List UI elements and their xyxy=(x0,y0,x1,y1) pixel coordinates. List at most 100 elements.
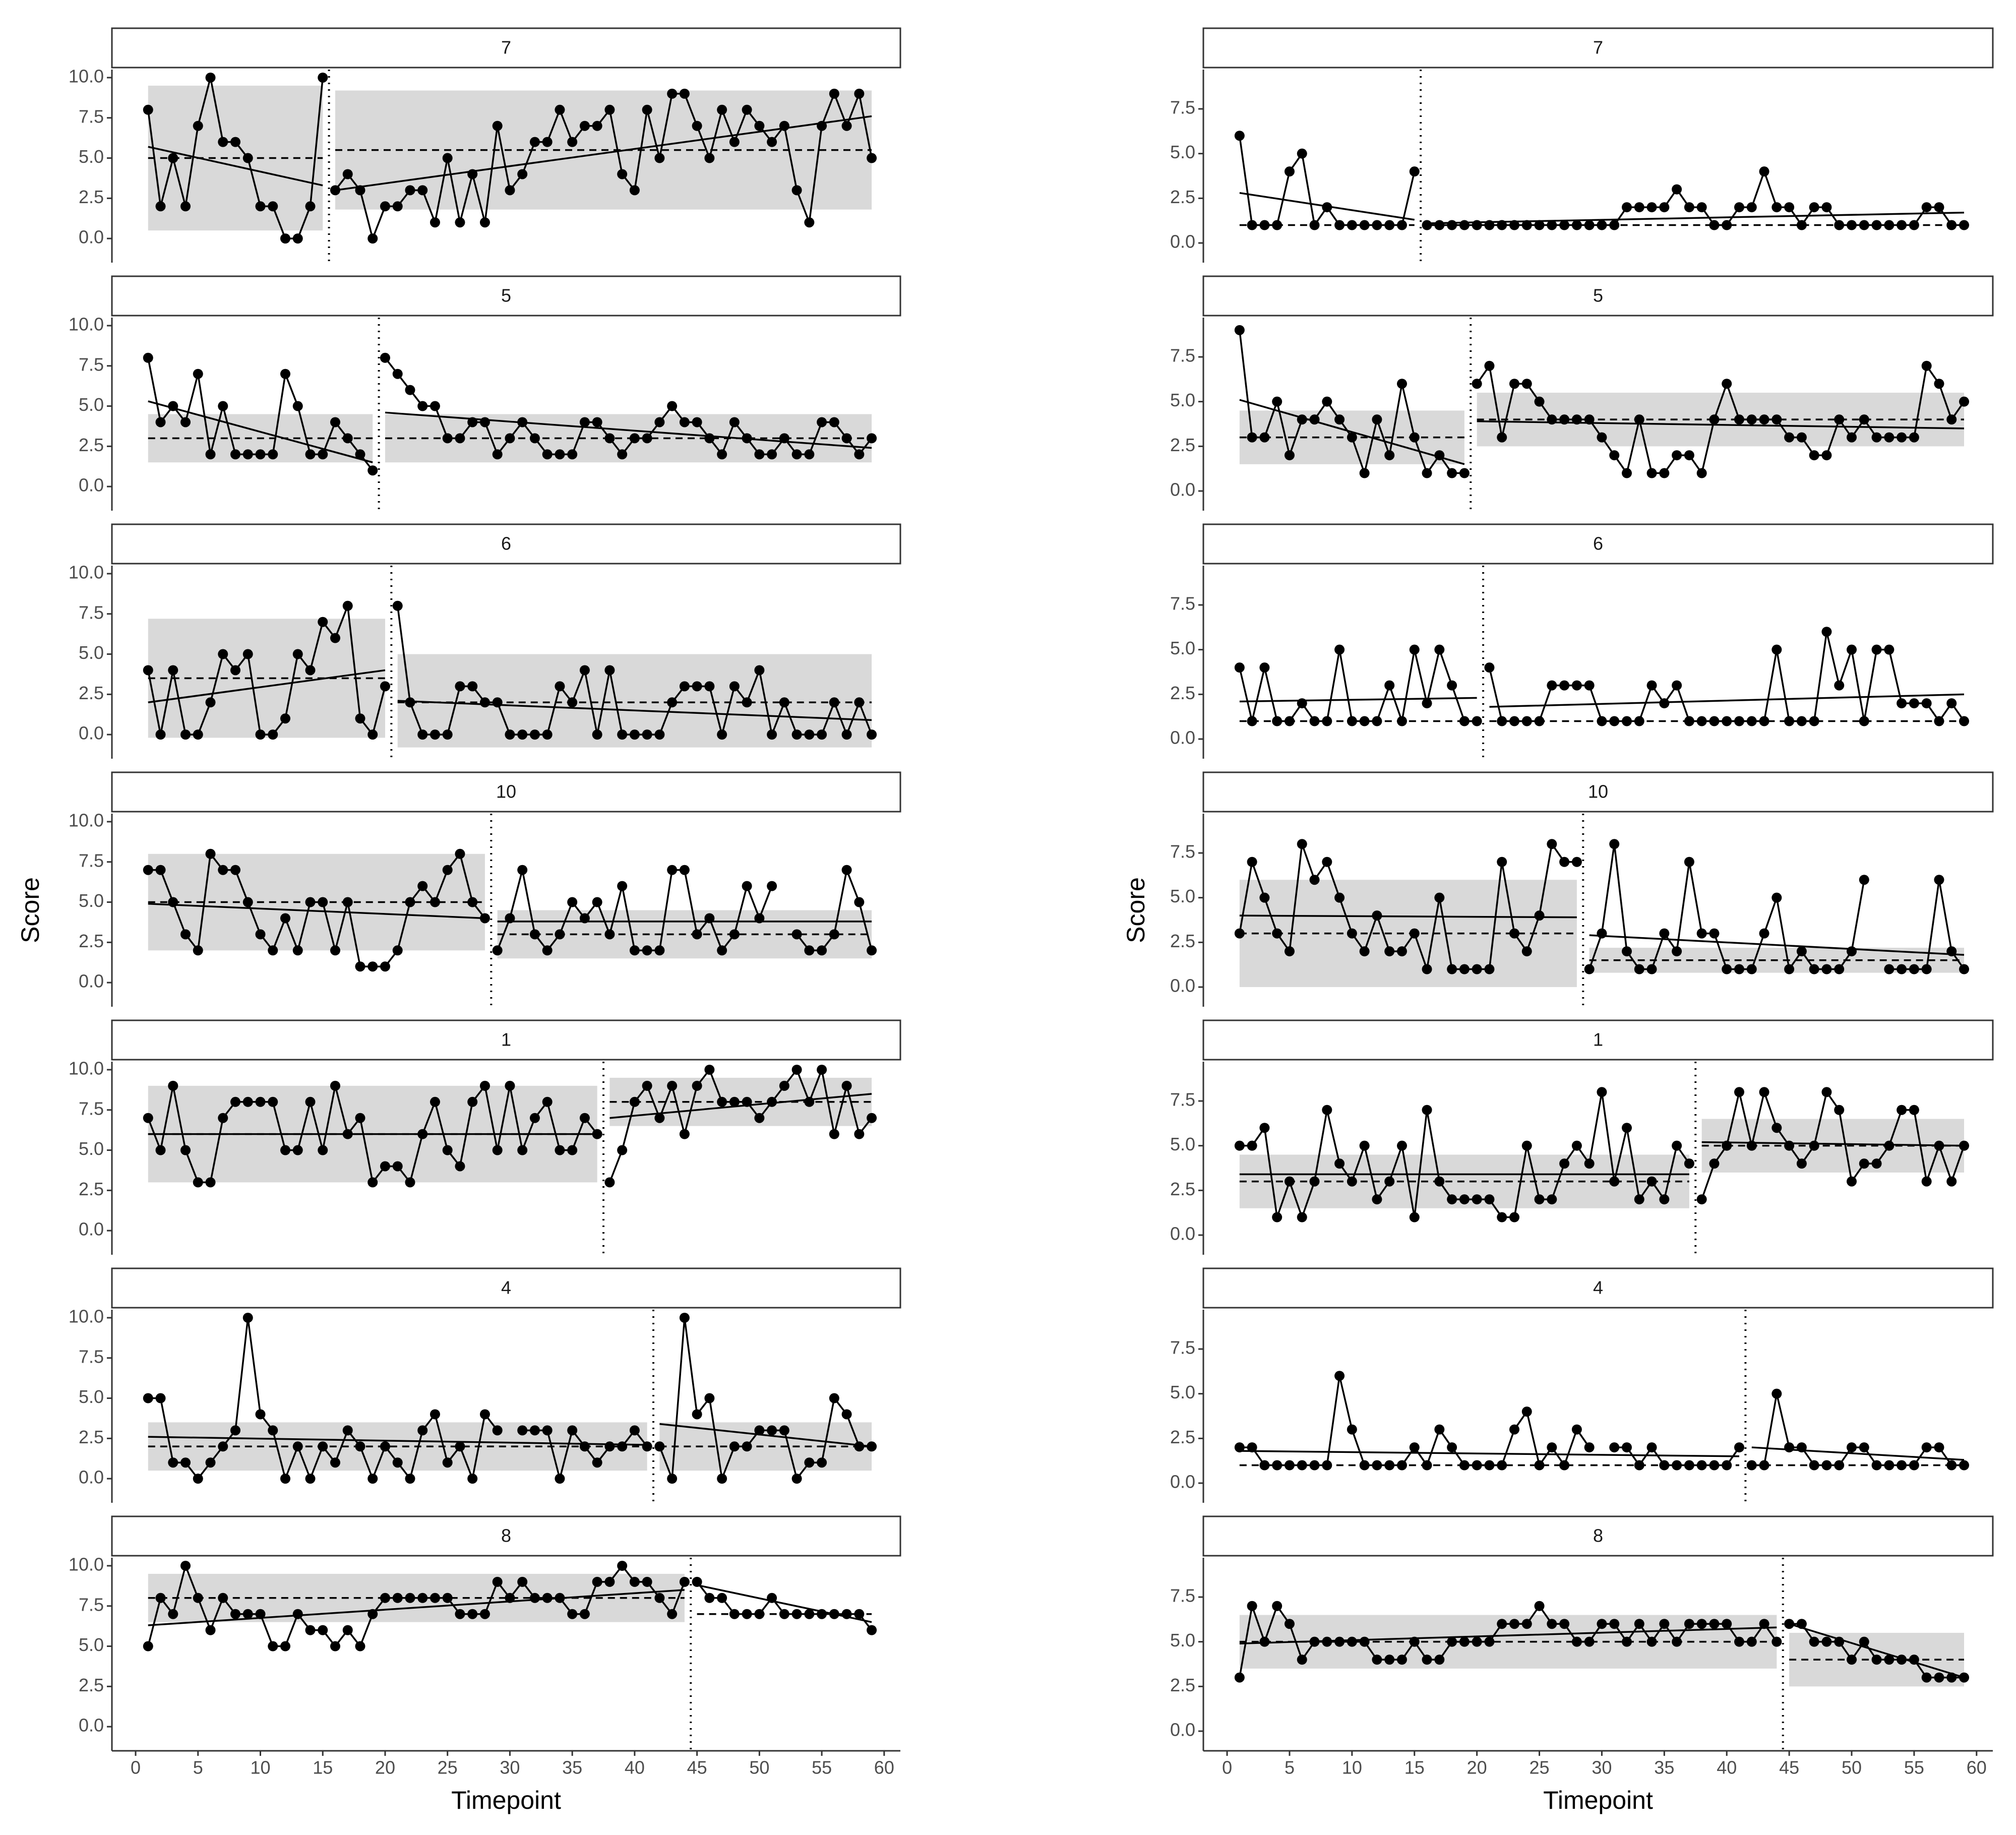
y-tick-label: 5.0 xyxy=(1170,1630,1195,1650)
data-point xyxy=(1821,964,1832,974)
data-point xyxy=(667,697,678,708)
data-point xyxy=(1259,892,1270,903)
data-point xyxy=(492,1145,503,1155)
data-point xyxy=(180,929,191,940)
data-point xyxy=(517,1145,528,1155)
data-point xyxy=(1322,1460,1332,1471)
data-point xyxy=(255,929,266,940)
data-point xyxy=(604,1177,615,1188)
data-point xyxy=(305,897,316,907)
x-tick-label: 60 xyxy=(1967,1757,1987,1778)
data-point xyxy=(1959,220,1970,230)
data-point xyxy=(1609,1442,1620,1453)
data-point xyxy=(1734,1636,1744,1647)
data-point xyxy=(392,369,403,379)
data-point xyxy=(1484,220,1495,230)
data-point xyxy=(717,449,727,460)
data-point xyxy=(1734,414,1744,425)
data-point xyxy=(1396,220,1407,230)
data-point xyxy=(867,1625,877,1635)
data-point xyxy=(1322,716,1332,726)
data-point xyxy=(791,729,802,740)
y-tick-label: 0.0 xyxy=(79,227,104,248)
data-point xyxy=(1584,414,1595,425)
data-point xyxy=(205,697,216,708)
data-point xyxy=(555,1145,565,1155)
data-point xyxy=(193,120,203,131)
data-point xyxy=(1597,220,1607,230)
data-point xyxy=(1559,680,1570,691)
data-line xyxy=(1476,363,1965,475)
data-point xyxy=(1396,1140,1407,1151)
data-point xyxy=(479,913,490,924)
data-point xyxy=(1521,1619,1532,1629)
data-point xyxy=(143,865,153,875)
trend-line xyxy=(1477,420,1965,430)
data-point xyxy=(368,1177,378,1188)
strip xyxy=(1202,275,1994,317)
data-point xyxy=(292,945,303,956)
x-tick-label: 35 xyxy=(562,1757,582,1778)
y-tick-label: 5.0 xyxy=(79,890,104,911)
data-point xyxy=(642,1080,652,1091)
data-point xyxy=(529,1113,540,1123)
data-point xyxy=(242,897,253,907)
data-point xyxy=(355,961,365,972)
data-point xyxy=(218,1113,228,1123)
data-point xyxy=(455,681,465,692)
data-point xyxy=(1621,946,1632,957)
data-point xyxy=(467,1609,478,1619)
data-point xyxy=(579,1609,590,1619)
data-point xyxy=(642,945,652,956)
data-point xyxy=(1909,1655,1919,1665)
data-point xyxy=(1672,1636,1682,1647)
data-point xyxy=(1634,414,1644,425)
data-point xyxy=(617,1560,628,1571)
data-point xyxy=(1784,1442,1795,1453)
data-point xyxy=(1347,432,1357,443)
data-point xyxy=(168,897,178,907)
data-point xyxy=(1459,1194,1470,1205)
data-point xyxy=(1834,680,1845,691)
data-point xyxy=(1434,1424,1445,1435)
data-point xyxy=(255,1609,266,1619)
data-point xyxy=(667,1080,678,1091)
data-point xyxy=(1584,680,1595,691)
data-point xyxy=(455,1441,465,1452)
data-point xyxy=(1646,1176,1657,1187)
trend-line xyxy=(1751,1446,1965,1461)
data-point xyxy=(1422,1655,1432,1665)
data-point xyxy=(841,1080,852,1091)
data-point xyxy=(1272,1460,1282,1471)
data-point xyxy=(779,433,789,444)
x-tick-label: 35 xyxy=(1654,1757,1674,1778)
data-point xyxy=(1821,1087,1832,1097)
data-point xyxy=(268,945,278,956)
data-point xyxy=(1409,432,1420,443)
data-point xyxy=(1709,1158,1720,1169)
data-point xyxy=(1722,716,1732,726)
data-point xyxy=(268,1425,278,1436)
data-point xyxy=(1734,1087,1744,1097)
data-point xyxy=(1334,892,1345,903)
data-point xyxy=(1359,220,1370,230)
data-point xyxy=(1934,716,1944,726)
data-line xyxy=(1751,1393,1965,1466)
data-point xyxy=(555,681,565,692)
data-point xyxy=(841,1409,852,1420)
data-point xyxy=(455,217,465,228)
data-point xyxy=(155,865,166,875)
data-point xyxy=(318,617,328,627)
data-point xyxy=(1746,1636,1757,1647)
data-point xyxy=(1834,1105,1845,1115)
data-point xyxy=(1946,220,1957,230)
data-point xyxy=(479,697,490,708)
data-line xyxy=(384,357,873,456)
data-point xyxy=(1871,432,1882,443)
data-line xyxy=(1239,646,1477,725)
data-point xyxy=(1259,1460,1270,1471)
data-point xyxy=(193,945,203,956)
data-point xyxy=(318,72,328,83)
data-point xyxy=(155,201,166,212)
y-tick-label: 10.0 xyxy=(69,66,104,86)
